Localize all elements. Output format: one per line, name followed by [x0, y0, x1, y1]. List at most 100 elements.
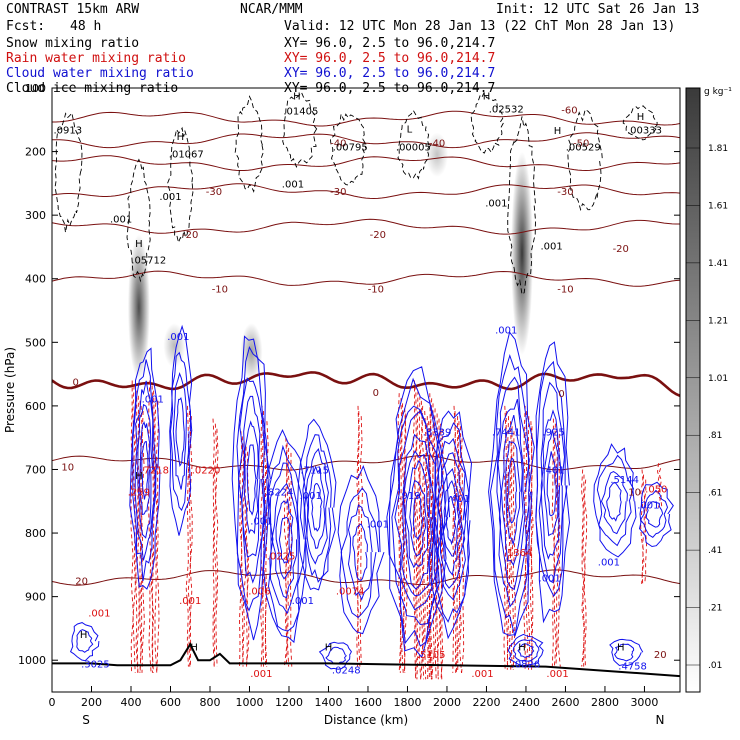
cloud-water-contour — [352, 523, 368, 581]
cloud-water-contour — [496, 376, 530, 608]
temperature-contours — [52, 110, 680, 586]
rain-contour — [506, 416, 510, 670]
rain-label: .001 — [546, 669, 568, 680]
rain-contour — [557, 433, 561, 667]
rain-contour — [583, 479, 588, 667]
x-tick-label: 1800 — [393, 696, 421, 709]
ice-contour — [54, 111, 83, 233]
temperature-contour — [52, 569, 680, 586]
colorbar-label: .61 — [708, 489, 722, 499]
rain-label: .001 — [250, 669, 272, 680]
temperature-label: 10 — [628, 488, 641, 499]
x-axis-end-label: N — [656, 713, 665, 727]
ice-label: .02532 — [489, 104, 524, 115]
rain-label: .001 — [88, 609, 110, 620]
temperature-label: 20 — [75, 577, 88, 588]
cloud-water-contour — [169, 351, 192, 512]
rain-contour — [289, 452, 293, 667]
cloud-water-contour — [246, 444, 257, 516]
temperature-contour — [52, 270, 680, 287]
cloud-water-contour — [540, 409, 562, 560]
rain-contour — [421, 405, 425, 680]
temperature-label: 20 — [654, 650, 667, 661]
rain-contour — [136, 395, 140, 673]
x-axis: 0 200 400 600 800 1000 1200 1400 1600 1800 2000 220… — [49, 686, 658, 709]
cloud-water-contour — [546, 451, 557, 517]
colorbar-unit: g kg⁻¹ — [704, 87, 732, 97]
cloud-water-contour — [347, 504, 373, 601]
ice-contour — [282, 91, 318, 168]
cloud-water-contour — [262, 429, 309, 644]
cloud-water-contour — [271, 482, 299, 599]
cloud-water-contour — [543, 429, 559, 537]
ice-contour — [622, 105, 658, 141]
rain-contour — [359, 416, 363, 667]
cloud-water-contour — [593, 443, 637, 558]
cloud-water-label: .001 — [367, 520, 389, 531]
cloud-water-contour — [169, 324, 193, 536]
ice-label: .00333 — [627, 125, 662, 136]
ice-label: .01405 — [283, 106, 318, 117]
temperature-contour — [52, 110, 680, 127]
y-tick-label: 800 — [25, 527, 46, 540]
cloud-water-contour — [231, 335, 271, 641]
high-marker: H — [518, 643, 526, 654]
x-tick-label: 1600 — [354, 696, 382, 709]
cloud-water-contour — [134, 380, 156, 561]
rain-contour — [283, 437, 288, 667]
temperature-label: -40 — [330, 139, 346, 150]
cloud-water-label: .4758 — [618, 661, 647, 672]
high-marker: H — [135, 239, 143, 250]
cloud-water-label: .001 — [292, 596, 314, 607]
cloud-water-contour — [613, 643, 635, 662]
rain-contour — [581, 469, 585, 667]
rain-contour — [356, 405, 360, 667]
cloud-water-label: .919 — [398, 491, 420, 502]
high-marker: H — [637, 112, 645, 123]
rain-contour — [641, 474, 646, 584]
x-tick-label: 2000 — [433, 696, 461, 709]
rain-label: .006 — [248, 586, 270, 597]
y-tick-label: 100 — [25, 82, 46, 95]
cloud-water-contour — [431, 422, 471, 623]
rain-contour — [530, 426, 534, 670]
temperature-label: -10 — [368, 284, 384, 295]
rain-contour — [423, 410, 427, 680]
cloud-water-contour — [505, 440, 521, 547]
cloud-water-contour — [606, 482, 622, 522]
cloud-water-contours — [69, 324, 674, 670]
rain-contour — [399, 398, 403, 673]
colorbar-labels: 1.81 1.61 1.41 1.21 1.01 .81 .61 .41 .21 .01 — [686, 144, 728, 671]
cloud-water-contour — [638, 481, 674, 548]
rain-label: .5105 — [417, 650, 446, 661]
cloud-water-contour — [409, 480, 427, 557]
rain-contour — [151, 390, 155, 673]
temperature-label: -10 — [557, 284, 573, 295]
rain-contour — [640, 469, 644, 584]
x-tick-label: 2600 — [551, 696, 579, 709]
rain-contour — [135, 390, 139, 673]
x-tick-label: 200 — [81, 696, 102, 709]
y-tick-label: 200 — [25, 146, 46, 159]
cloud-water-contour — [433, 437, 467, 601]
cloud-water-contour — [237, 377, 265, 584]
rain-contour — [418, 395, 422, 680]
cloud-water-contour — [489, 353, 532, 637]
cloud-water-contour — [275, 498, 294, 580]
cloud-water-label: .0248 — [332, 666, 361, 677]
x-axis-label: Distance (km) — [324, 713, 408, 727]
high-marker: H — [293, 91, 301, 102]
rain-contour — [215, 428, 219, 667]
cloud-water-contour — [442, 479, 460, 557]
cloud-water-contour — [401, 433, 436, 597]
ice-label: .0913 — [53, 125, 82, 136]
rain-contour — [213, 423, 218, 667]
cloud-water-label: .001 — [167, 332, 189, 343]
rain-contour — [505, 410, 509, 670]
ice-label: .001 — [282, 179, 304, 190]
cloud-water-contour — [538, 381, 566, 584]
rain-contour — [525, 410, 529, 670]
rain-contour — [260, 405, 264, 667]
cloud-water-contour — [506, 458, 517, 524]
